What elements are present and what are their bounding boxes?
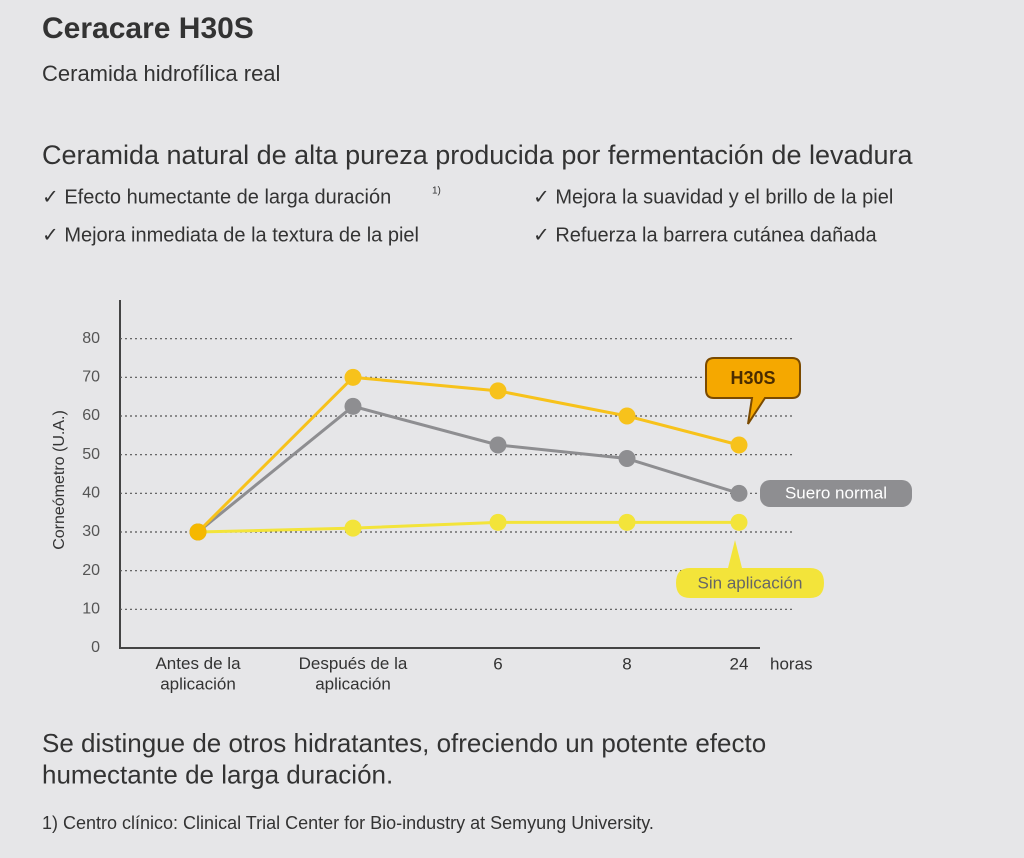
y-tick-label: 50: [82, 446, 100, 463]
x-tick-label: 24: [730, 654, 749, 673]
series-name: Suero normal: [785, 483, 887, 502]
y-tick-label: 40: [82, 485, 100, 502]
callout: [676, 540, 824, 598]
y-tick-label: 60: [82, 407, 100, 424]
feature: ✓ Efecto humectante de larga duración: [42, 186, 391, 208]
feature: ✓ Mejora la suavidad y el brillo de la p…: [533, 186, 893, 208]
point: [618, 407, 636, 425]
point: [189, 523, 207, 541]
point: [489, 436, 507, 454]
callout: [760, 480, 912, 507]
y-tick-label: 20: [82, 562, 100, 579]
footer-text: Se distingue de otros hidratantes, ofrec…: [42, 728, 766, 790]
point: [730, 436, 748, 454]
point: [730, 484, 748, 502]
series-name: H30S: [730, 368, 775, 388]
title: Ceracare H30S: [42, 12, 254, 45]
point: [618, 450, 636, 468]
series-name: Sin aplicación: [698, 573, 803, 592]
y-tick-label: 30: [82, 523, 100, 540]
feature: ✓ Mejora inmediata de la textura de la p…: [42, 224, 419, 246]
point: [344, 519, 362, 537]
y-tick-label: 10: [82, 601, 100, 618]
x-tick-label: Después de la aplicación: [299, 654, 408, 694]
x-tick-label: Antes de la aplicación: [155, 654, 241, 694]
chart: 0 10 20 30 40 50 60 70 80 Antes de la aplicación De…: [82, 330, 912, 694]
footnote: 1) Centro clínico: Clinical Trial Center…: [42, 813, 654, 833]
y-axis-label: Corneómetro (U.A.): [51, 410, 68, 550]
y-tick-label: 80: [82, 330, 100, 347]
footnote-mark: 1): [432, 186, 441, 197]
x-tick-label: 8: [622, 654, 631, 673]
point: [489, 513, 507, 531]
point: [344, 397, 362, 415]
point: [618, 513, 636, 531]
x-axis-label: horas: [770, 654, 813, 673]
y-tick-label: 70: [82, 369, 100, 386]
callout: [705, 357, 801, 425]
feature: ✓ Refuerza la barrera cutánea dañada: [533, 224, 878, 246]
point: [344, 368, 362, 386]
point: [730, 513, 748, 531]
point: [489, 382, 507, 400]
subtitle: Ceramida hidrofílica real: [42, 61, 280, 86]
heading: Ceramida natural de alta pureza producid…: [42, 140, 914, 170]
x-tick-label: 6: [493, 654, 502, 673]
y-tick-label: 0: [91, 639, 100, 656]
